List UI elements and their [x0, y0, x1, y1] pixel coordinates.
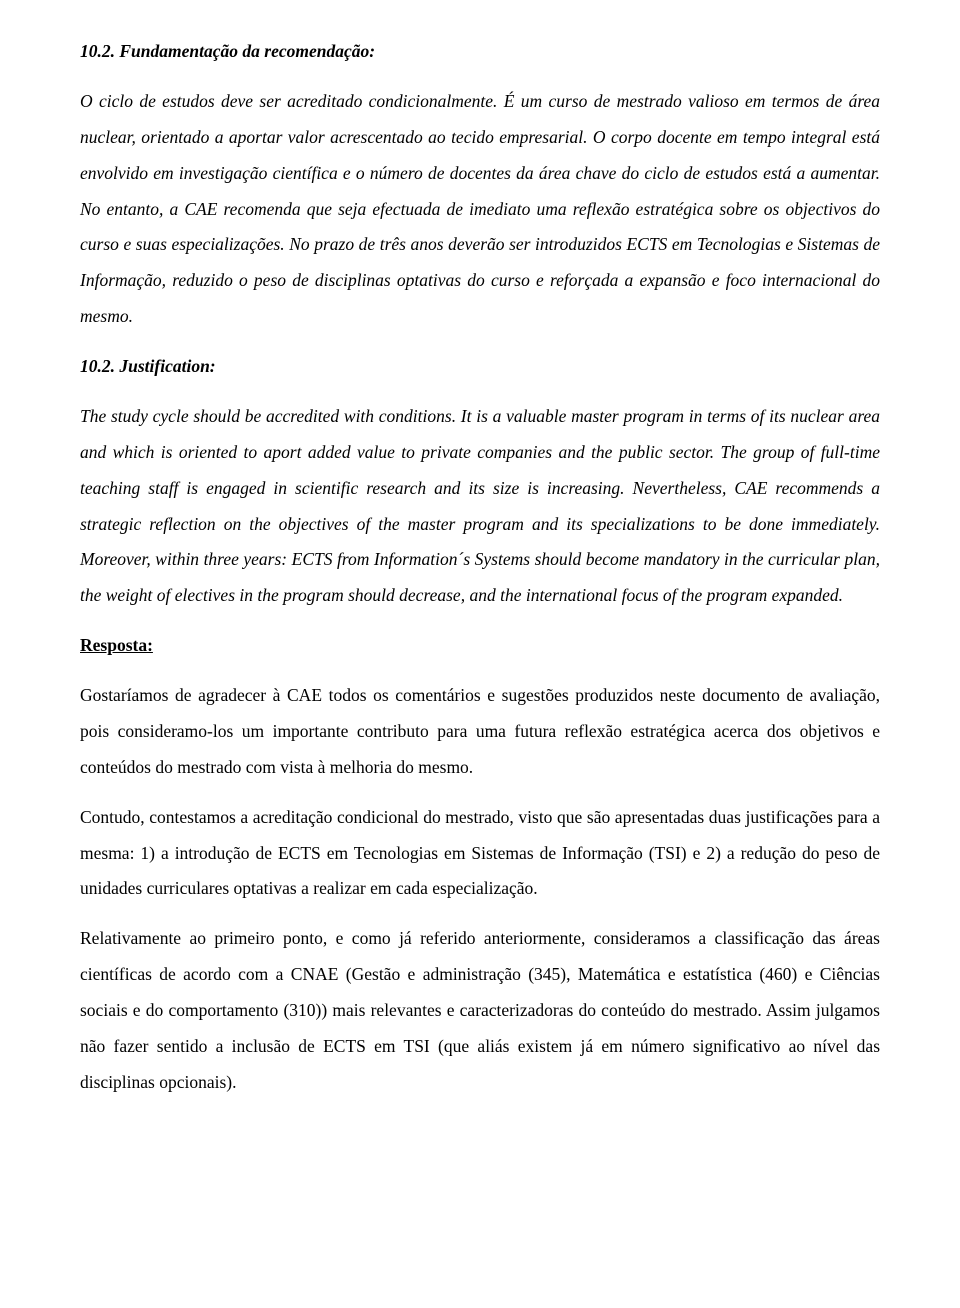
paragraph-en-body: The study cycle should be accredited wit… — [80, 399, 880, 614]
section-heading-pt: 10.2. Fundamentação da recomendação: — [80, 34, 880, 70]
response-paragraph-3: Relativamente ao primeiro ponto, e como … — [80, 921, 880, 1100]
paragraph-pt-body: O ciclo de estudos deve ser acreditado c… — [80, 84, 880, 335]
document-page: 10.2. Fundamentação da recomendação: O c… — [0, 0, 960, 1308]
response-paragraph-1: Gostaríamos de agradecer à CAE todos os … — [80, 678, 880, 786]
response-paragraph-2: Contudo, contestamos a acreditação condi… — [80, 800, 880, 908]
response-heading: Resposta: — [80, 628, 880, 664]
section-heading-en: 10.2. Justification: — [80, 349, 880, 385]
